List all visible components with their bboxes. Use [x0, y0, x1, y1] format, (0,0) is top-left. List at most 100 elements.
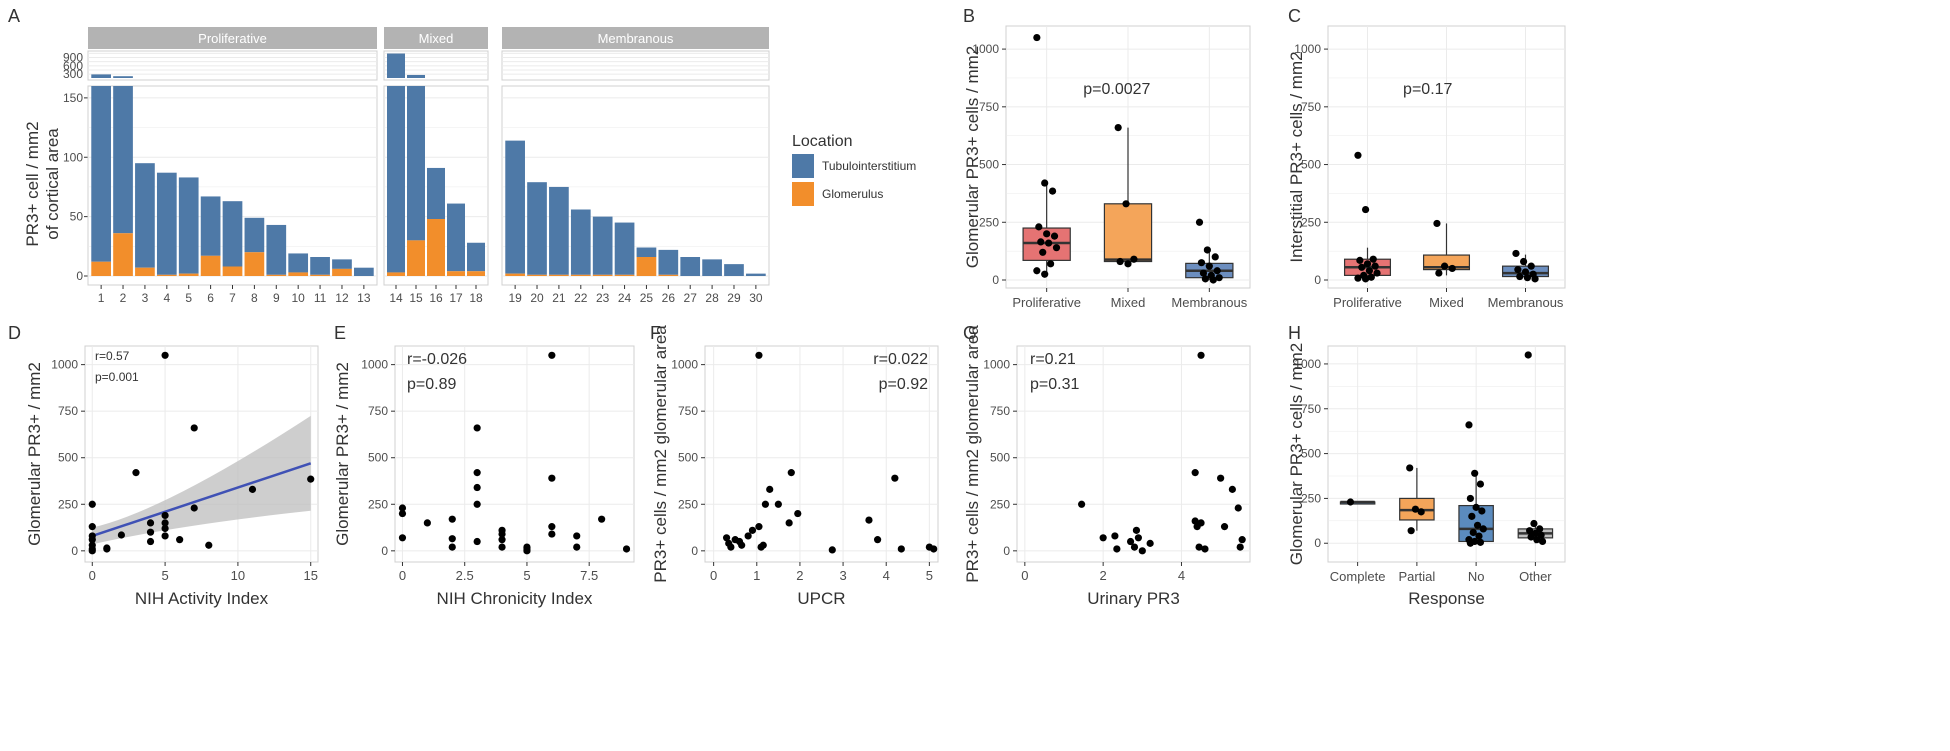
x-tick-label: 2	[796, 568, 803, 583]
data-point	[205, 541, 213, 549]
data-point	[1354, 274, 1362, 282]
data-point	[1466, 539, 1474, 547]
data-point	[748, 526, 757, 534]
data-point	[1191, 469, 1199, 477]
bar-tubulointerstitium	[91, 86, 111, 262]
bar-tubulointerstitium	[636, 247, 657, 257]
x-tick-label: No	[1468, 569, 1485, 584]
panel-background	[1016, 345, 1251, 563]
x-tick-label: Other	[1519, 569, 1552, 584]
data-point	[548, 530, 556, 538]
data-point	[738, 541, 746, 549]
data-point	[117, 531, 126, 539]
data-point	[1363, 260, 1372, 268]
data-point	[1533, 536, 1541, 544]
data-point	[1367, 273, 1375, 281]
data-point	[1361, 205, 1370, 214]
data-point	[398, 504, 407, 512]
x-axis-label: NIH Activity Index	[135, 589, 269, 608]
y-tick-label: 250	[979, 215, 999, 229]
y-tick-label: 1000	[51, 358, 78, 372]
data-point	[1407, 527, 1415, 535]
y-tick-label: 750	[1301, 402, 1321, 416]
x-tick-label: 5	[161, 568, 168, 583]
data-point	[1435, 269, 1443, 277]
bar-glomerulus	[636, 257, 657, 276]
data-point	[1417, 508, 1425, 516]
data-point	[1209, 276, 1217, 284]
facet-mixed: Mixed 14 15 16 17 18	[383, 27, 489, 305]
data-point	[498, 543, 506, 551]
data-point	[1530, 519, 1538, 528]
data-point	[1195, 543, 1203, 551]
x-tick-label: 26	[662, 291, 676, 305]
data-point	[161, 511, 169, 520]
panel-letter: D	[8, 323, 21, 343]
y-tick-label: 750	[1301, 100, 1321, 114]
data-point	[1475, 532, 1483, 540]
bar-tubulointerstitium	[407, 86, 425, 241]
panel-letter: H	[1288, 323, 1301, 343]
data-point	[1211, 253, 1219, 261]
panel-letter: C	[1288, 6, 1301, 26]
data-point	[146, 519, 155, 527]
x-tick-label: 29	[727, 291, 741, 305]
bar-glomerulus	[178, 273, 199, 276]
data-point	[1124, 260, 1132, 268]
data-point	[622, 545, 631, 553]
bar-tubulointerstitium	[658, 249, 679, 275]
data-point	[1433, 219, 1441, 228]
data-point	[1473, 521, 1482, 529]
data-point	[1406, 464, 1414, 472]
data-point	[1358, 263, 1366, 271]
bar-tubulointerstitium	[427, 167, 445, 219]
y-tick-label: 500	[368, 451, 388, 465]
panel-h: 0 250 500 750 1000 Complete Partial No Other Resp…	[1294, 345, 1566, 608]
data-point	[761, 500, 770, 508]
bar-glomerulus	[658, 274, 679, 276]
x-tick-label: 23	[596, 291, 610, 305]
bar-tubulointerstitium	[222, 201, 243, 267]
x-tick-label: 7	[229, 291, 236, 305]
x-axis-label: UPCR	[797, 589, 845, 608]
data-point	[146, 537, 155, 546]
y-tick-label: 750	[979, 100, 999, 114]
x-tick-label: 4	[163, 291, 170, 305]
data-point	[161, 519, 169, 527]
legend: Location Tubulointerstitium Glomerulus	[792, 133, 916, 206]
data-point	[498, 536, 506, 544]
x-tick-label: Partial	[1398, 569, 1435, 584]
x-tick-label: 9	[273, 291, 280, 305]
y-axis-label: Glomerular PR3+ / mm2	[25, 362, 44, 546]
bar-tubulointerstitium	[746, 273, 766, 276]
y-axis-label: Glomerular PR3+ / mm2	[333, 362, 352, 546]
bar-tubulointerstitium-top	[387, 53, 405, 78]
bar-glomerulus	[467, 271, 485, 276]
data-point	[473, 424, 481, 432]
y-tick-label: 0	[76, 269, 83, 283]
data-point	[473, 483, 481, 492]
x-tick-label: 2	[1100, 568, 1107, 583]
y-axis-label: Glomerular PR3+ cells / mm2	[963, 46, 982, 268]
annotation: p=0.17	[1403, 81, 1452, 98]
bar-tubulointerstitium	[266, 224, 287, 275]
data-point	[1201, 275, 1210, 283]
x-axis-label: Urinary PR3	[1087, 589, 1180, 608]
data-point	[1130, 255, 1138, 263]
data-point	[1045, 239, 1053, 247]
data-point	[1479, 525, 1487, 533]
x-axis-label: Response	[1408, 589, 1485, 608]
data-point	[1033, 33, 1041, 42]
y-tick-label: 500	[1301, 447, 1321, 461]
data-point	[865, 516, 873, 524]
data-point	[1411, 505, 1420, 513]
x-tick-label: 12	[335, 291, 349, 305]
bar-tubulointerstitium	[113, 86, 133, 234]
data-point	[722, 534, 731, 542]
data-point	[1126, 537, 1135, 546]
data-point	[448, 535, 456, 543]
y-tick-label: 150	[63, 91, 83, 105]
x-axis-label: NIH Chronicity Index	[437, 589, 593, 608]
y-axis-label: PR3+ cells / mm2 glomerular area	[651, 325, 670, 583]
